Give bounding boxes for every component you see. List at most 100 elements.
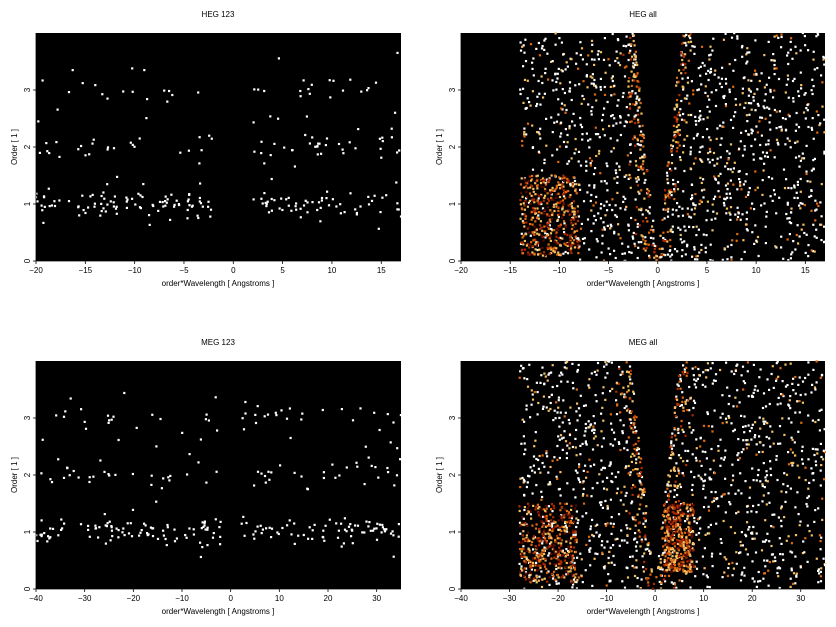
data-cell [676, 202, 679, 205]
data-cell [629, 473, 632, 477]
data-cell [633, 574, 637, 578]
data-cell [709, 45, 712, 48]
data-cell [574, 496, 577, 499]
data-cell [796, 140, 799, 143]
data-cell [634, 75, 637, 78]
data-cell [602, 58, 606, 61]
data-cell [630, 216, 633, 220]
data-cell [377, 227, 380, 230]
data-cell [610, 94, 613, 97]
data-cell [562, 227, 565, 230]
data-cell [704, 246, 707, 249]
data-cell [608, 64, 611, 67]
data-cell [739, 579, 743, 582]
data-cell [742, 183, 745, 186]
data-cell [677, 569, 680, 572]
data-cell [552, 575, 555, 578]
data-cell [550, 557, 553, 560]
data-cell [542, 96, 545, 99]
data-cell [526, 502, 530, 505]
data-cell [794, 555, 797, 558]
data-cell [617, 382, 621, 385]
data-cell [555, 567, 558, 571]
data-cell [579, 453, 582, 456]
data-cell [616, 38, 619, 41]
data-cell [322, 536, 325, 539]
data-cell [565, 502, 568, 505]
plot-marks [34, 51, 403, 230]
data-cell [265, 205, 268, 208]
data-cell [571, 564, 575, 567]
data-cell [186, 208, 189, 212]
data-cell [626, 527, 629, 530]
data-cell [745, 62, 748, 65]
data-cell [645, 243, 648, 246]
data-cell [700, 200, 703, 204]
data-cell [522, 478, 525, 481]
data-cell [393, 484, 396, 487]
data-cell [665, 510, 668, 513]
data-cell [301, 412, 304, 415]
data-cell [554, 188, 557, 191]
data-cell [823, 152, 826, 155]
data-cell [775, 34, 778, 37]
data-cell [600, 430, 603, 433]
data-cell [775, 377, 778, 380]
data-cell [673, 512, 676, 515]
data-cell [243, 534, 246, 537]
data-cell [688, 426, 691, 429]
data-cell [569, 183, 573, 186]
data-cell [389, 532, 393, 535]
data-cell [696, 254, 699, 258]
x-tick-label: 10 [275, 594, 284, 603]
data-cell [109, 539, 112, 542]
data-cell [691, 514, 694, 517]
data-cell [575, 192, 578, 195]
data-cell [526, 481, 529, 484]
data-cell [626, 448, 629, 452]
data-cell [641, 235, 644, 238]
data-cell [564, 530, 567, 533]
data-cell [323, 539, 326, 542]
data-cell [748, 51, 751, 54]
data-cell [705, 574, 708, 577]
data-cell [696, 377, 699, 380]
data-cell [565, 509, 569, 513]
x-tick-label: 15 [377, 266, 386, 275]
data-cell [798, 524, 801, 527]
data-cell [684, 513, 688, 516]
data-cell [196, 214, 199, 217]
data-cell [686, 94, 689, 97]
data-cell [601, 506, 604, 509]
data-cell [88, 480, 91, 484]
data-cell [753, 92, 756, 95]
data-cell [747, 193, 750, 196]
data-cell [567, 418, 570, 422]
data-cell [543, 230, 546, 233]
data-cell [679, 238, 682, 241]
data-cell [647, 191, 650, 194]
data-cell [758, 451, 761, 454]
data-cell [779, 442, 782, 445]
data-cell [737, 452, 740, 455]
data-cell [658, 247, 661, 250]
data-cell [676, 188, 680, 191]
data-cell [804, 537, 807, 540]
data-cell [706, 200, 709, 203]
data-cell [780, 46, 783, 49]
data-cell [571, 535, 574, 538]
data-cell [355, 213, 358, 216]
data-cell [676, 539, 679, 542]
data-cell [523, 420, 526, 423]
data-cell [629, 49, 632, 52]
data-cell [570, 218, 573, 221]
data-cell [629, 527, 632, 530]
data-cell [521, 248, 524, 251]
data-cell [576, 471, 579, 474]
data-cell [527, 179, 530, 182]
data-cell [691, 508, 694, 511]
data-cell [608, 203, 611, 207]
data-cell [544, 532, 547, 536]
data-cell [396, 208, 399, 211]
data-cell [536, 179, 539, 182]
